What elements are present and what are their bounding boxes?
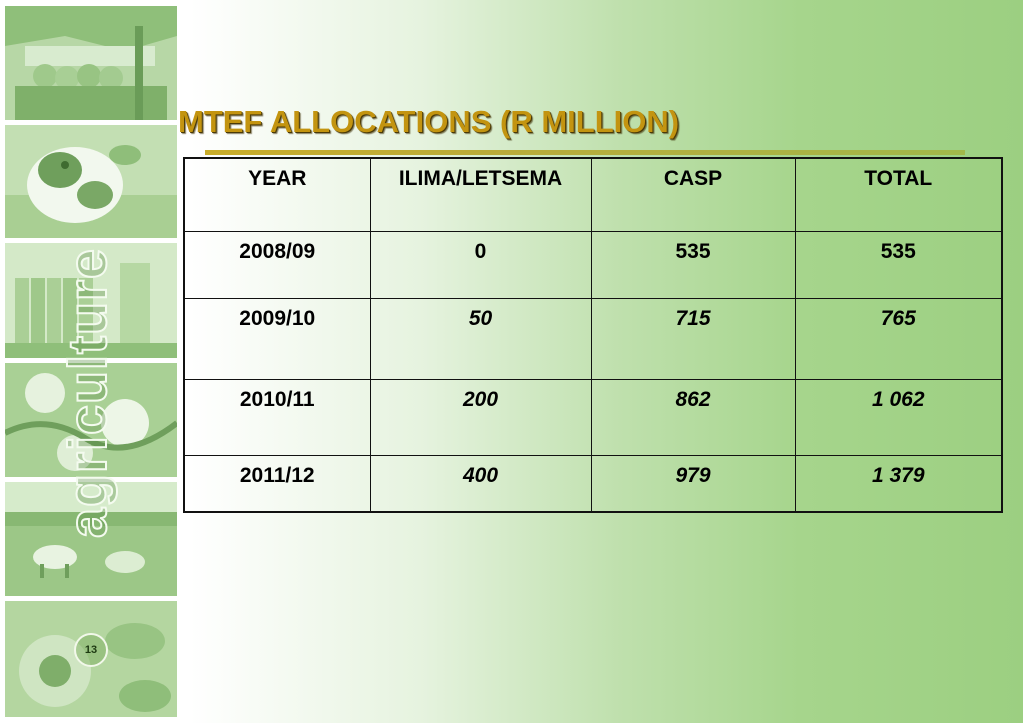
title-underline xyxy=(205,150,965,155)
page-number: 13 xyxy=(84,644,98,656)
cell-ilima: 400 xyxy=(369,454,592,513)
cell-year: 2010/11 xyxy=(183,378,371,456)
header-total: TOTAL xyxy=(794,157,1003,232)
cell-total: 1 062 xyxy=(794,378,1003,456)
cell-year: 2011/12 xyxy=(183,454,371,513)
cell-total: 535 xyxy=(794,230,1003,299)
cell-casp: 862 xyxy=(590,378,796,456)
agriculture-wordmark: agriculture xyxy=(57,247,119,539)
cell-ilima: 200 xyxy=(369,378,592,456)
cell-year: 2008/09 xyxy=(183,230,371,299)
market-stall-photo xyxy=(5,6,177,120)
cell-casp: 715 xyxy=(590,297,796,380)
cell-total: 1 379 xyxy=(794,454,1003,513)
mtef-allocations-table: YEAR ILIMA/LETSEMA CASP TOTAL 2008/09 0 … xyxy=(183,157,1003,513)
slide-title: MTEF ALLOCATIONS (R MILLION) xyxy=(178,104,680,139)
cell-year: 2009/10 xyxy=(183,297,371,380)
table-header-row: YEAR ILIMA/LETSEMA CASP TOTAL xyxy=(183,157,1003,232)
header-year: YEAR xyxy=(183,157,371,232)
table-row: 2009/10 50 715 765 xyxy=(183,297,1003,380)
cell-casp: 979 xyxy=(590,454,796,513)
header-casp: CASP xyxy=(590,157,796,232)
page-number-badge: 13 xyxy=(74,633,108,667)
cell-total: 765 xyxy=(794,297,1003,380)
grain-silo-photo xyxy=(5,243,177,358)
photo-strip: agriculture 13 xyxy=(0,0,182,723)
cell-casp: 535 xyxy=(590,230,796,299)
cotton-plant-photo xyxy=(5,363,177,477)
sunflower-photo xyxy=(5,601,177,717)
table-row: 2010/11 200 862 1 062 xyxy=(183,378,1003,456)
cattle-field-photo xyxy=(5,482,177,596)
cell-ilima: 0 xyxy=(369,230,592,299)
header-ilima-letsema: ILIMA/LETSEMA xyxy=(369,157,592,232)
calf-photo xyxy=(5,125,177,238)
cell-ilima: 50 xyxy=(369,297,592,380)
table-row: 2011/12 400 979 1 379 xyxy=(183,454,1003,513)
table-row: 2008/09 0 535 535 xyxy=(183,230,1003,299)
